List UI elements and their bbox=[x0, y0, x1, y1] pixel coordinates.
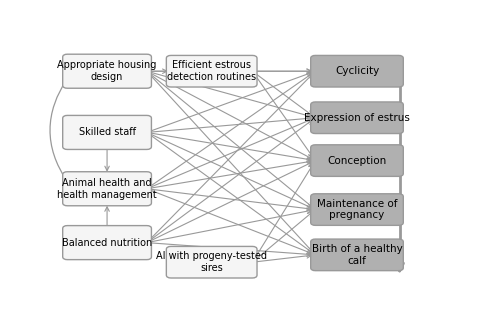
Text: AI with progeny-tested
sires: AI with progeny-tested sires bbox=[156, 252, 267, 273]
FancyBboxPatch shape bbox=[62, 225, 152, 259]
Text: Balanced nutrition: Balanced nutrition bbox=[62, 238, 152, 248]
Text: Skilled staff: Skilled staff bbox=[78, 128, 136, 137]
Text: Birth of a healthy
calf: Birth of a healthy calf bbox=[312, 244, 402, 266]
FancyBboxPatch shape bbox=[310, 102, 404, 134]
Text: Maintenance of
pregnancy: Maintenance of pregnancy bbox=[317, 199, 397, 220]
Text: Appropriate housing
design: Appropriate housing design bbox=[58, 60, 157, 82]
Text: Expression of estrus: Expression of estrus bbox=[304, 113, 410, 123]
FancyBboxPatch shape bbox=[166, 246, 257, 278]
Text: Cyclicity: Cyclicity bbox=[335, 66, 379, 76]
Text: Efficient estrous
detection routines: Efficient estrous detection routines bbox=[167, 60, 256, 82]
Text: Conception: Conception bbox=[328, 156, 386, 166]
FancyBboxPatch shape bbox=[310, 239, 404, 271]
FancyBboxPatch shape bbox=[62, 54, 152, 88]
FancyBboxPatch shape bbox=[310, 145, 404, 176]
FancyBboxPatch shape bbox=[62, 115, 152, 149]
Text: Animal health and
health management: Animal health and health management bbox=[57, 178, 157, 200]
FancyBboxPatch shape bbox=[166, 55, 257, 87]
FancyBboxPatch shape bbox=[62, 172, 152, 206]
FancyBboxPatch shape bbox=[310, 55, 404, 87]
FancyBboxPatch shape bbox=[310, 194, 404, 225]
